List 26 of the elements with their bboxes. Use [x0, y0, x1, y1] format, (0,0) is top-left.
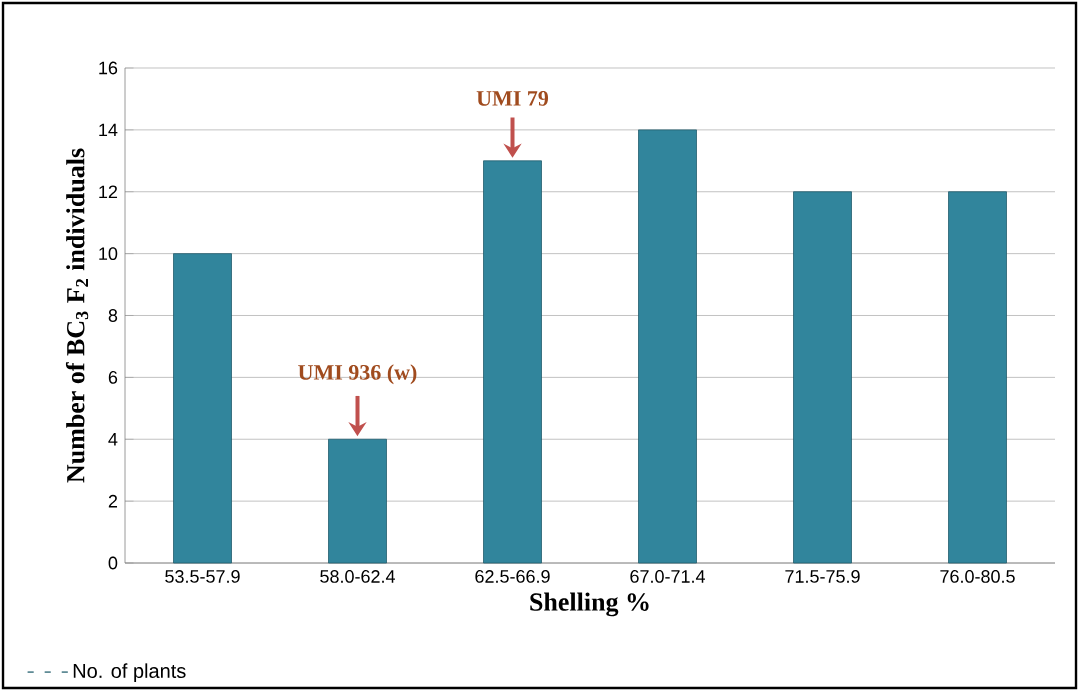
legend-label: No. of plants — [73, 663, 186, 682]
bar — [328, 438, 387, 564]
x-tick-label: 71.5-75.9 — [785, 570, 860, 583]
y-tick-label: 0 — [108, 556, 118, 570]
annotation: UMI 936 (w) — [298, 364, 417, 385]
y-tick-label: 10 — [99, 247, 118, 261]
y-tick-label: 4 — [108, 433, 118, 446]
bar — [173, 253, 232, 564]
bar — [483, 160, 542, 564]
x-tick-label: 62.5-66.9 — [475, 570, 550, 583]
y-tick-label: 6 — [108, 370, 118, 384]
bar — [948, 191, 1007, 564]
x-tick-label: 53.5-57.9 — [165, 570, 240, 583]
bar — [638, 129, 697, 564]
y-tick-label: 16 — [99, 61, 118, 75]
y-axis-title: Number of BC$_{3}$ F$_{2}$ individuals — [65, 148, 89, 483]
x-tick-label: 67.0-71.4 — [630, 570, 705, 583]
y-tick-label: 8 — [108, 309, 118, 322]
bar — [793, 191, 852, 564]
x-tick-label: 58.0-62.4 — [320, 570, 395, 583]
annotation: UMI 79 — [476, 91, 549, 106]
y-tick-label: 14 — [99, 123, 118, 137]
y-tick-label: 2 — [108, 494, 118, 508]
y-tick-label: 12 — [99, 185, 118, 199]
x-axis-title: Shelling % — [530, 592, 649, 617]
x-tick-label: 76.0-80.5 — [940, 570, 1015, 583]
